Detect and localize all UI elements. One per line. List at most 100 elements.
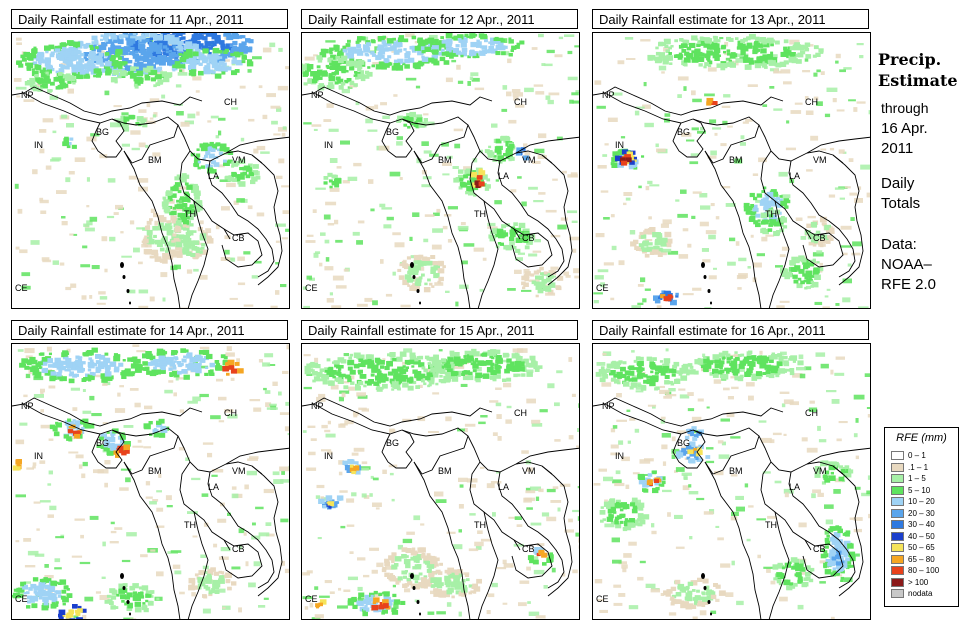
legend-label: 1 – 5 (908, 474, 926, 483)
country-label-ch: CH (805, 97, 818, 107)
side-data-line3: RFE 2.0 (881, 276, 937, 293)
country-label-cb: CB (813, 544, 826, 554)
country-label-th: TH (765, 209, 777, 219)
legend-label: 40 – 50 (908, 531, 935, 541)
country-boundaries (593, 86, 870, 308)
country-boundaries (12, 86, 289, 308)
country-label-th: TH (765, 520, 777, 530)
country-label-bm: BM (148, 155, 162, 165)
legend-label: 0 – 1 (908, 451, 926, 460)
rainfall-clusters (595, 350, 856, 610)
panel-title: Daily Rainfall estimate for 14 Apr., 201… (11, 320, 288, 340)
rainfall-speckles (593, 37, 870, 308)
country-label-la: LA (208, 482, 220, 492)
side-date-line1: 16 Apr. (881, 120, 928, 137)
country-label-ce: CE (596, 283, 609, 293)
legend-swatch (891, 497, 904, 506)
rfe-legend: RFE (mm) 0 – 1 .1 – 1 1 – 5 5 – 10 10 – 20 20… (884, 427, 959, 607)
country-label-bm: BM (438, 466, 452, 476)
country-label-la: LA (208, 171, 220, 181)
panel-title: Daily Rainfall estimate for 11 Apr., 201… (11, 9, 288, 29)
country-boundaries (302, 397, 579, 619)
rainfall-field (12, 33, 289, 308)
country-boundaries (593, 397, 870, 619)
country-label-th: TH (184, 520, 196, 530)
side-through: through (881, 100, 929, 116)
panel-title: Daily Rainfall estimate for 13 Apr., 201… (592, 9, 869, 29)
rainfall-field (12, 344, 289, 619)
country-label-bm: BM (729, 466, 743, 476)
country-label-vm: VM (522, 466, 536, 476)
legend-label: 80 – 100 (908, 566, 940, 575)
panel-title: Daily Rainfall estimate for 15 Apr., 201… (301, 320, 578, 340)
legend-label: 20 – 30 (908, 508, 935, 518)
country-label-la: LA (789, 171, 801, 181)
country-label-bg: BG (677, 127, 691, 137)
country-label-th: TH (184, 209, 196, 219)
legend-swatch (891, 531, 904, 541)
panel-title: Daily Rainfall estimate for 16 Apr., 201… (592, 320, 869, 340)
rainfall-panel-16apr: Daily Rainfall estimate for 16 Apr., 201… (592, 320, 871, 620)
country-label-bm: BM (438, 155, 452, 165)
country-label-vm: VM (232, 155, 246, 165)
side-data-line2: NOAA– (881, 256, 932, 273)
country-label-ch: CH (224, 408, 237, 418)
rainfall-panel-15apr: Daily Rainfall estimate for 15 Apr., 201… (301, 320, 580, 620)
country-label-bm: BM (729, 155, 743, 165)
legend-swatch (891, 554, 904, 564)
country-boundaries (12, 397, 289, 619)
rainfall-map: NP IN BG CH BM VM LA TH CB CE (592, 343, 871, 620)
country-label-la: LA (498, 171, 510, 181)
legend-swatch (891, 520, 904, 529)
country-label-bg: BG (386, 127, 400, 137)
country-label-vm: VM (813, 466, 827, 476)
country-label-la: LA (498, 482, 510, 492)
rainfall-field (593, 33, 870, 308)
country-label-bg: BG (96, 127, 110, 137)
side-data-line1: Data: (881, 236, 917, 253)
country-label-th: TH (474, 209, 486, 219)
rainfall-clusters (302, 33, 564, 298)
legend-label: 10 – 20 (908, 497, 935, 506)
legend-label: 65 – 80 (908, 554, 935, 564)
rainfall-map: NP IN BG CH BM VM LA TH CB CE (11, 343, 290, 620)
legend-swatch (891, 543, 904, 552)
country-label-in: IN (324, 140, 333, 150)
rainfall-map: NP IN BG CH BM VM LA TH CB CE (592, 32, 871, 309)
country-label-th: TH (474, 520, 486, 530)
rainfall-clusters (16, 33, 261, 264)
country-label-np: NP (311, 90, 324, 100)
legend-swatch (891, 589, 904, 598)
country-label-in: IN (615, 451, 624, 461)
rainfall-panel-11apr: Daily Rainfall estimate for 11 Apr., 201… (11, 9, 290, 309)
rainfall-field (302, 33, 579, 308)
country-label-ce: CE (15, 594, 28, 604)
rainfall-map: NP IN BG CH BM VM LA TH CB CE (11, 32, 290, 309)
rainfall-clusters (12, 347, 244, 619)
country-label-ce: CE (305, 594, 318, 604)
rainfall-clusters (304, 348, 554, 617)
legend-swatch (891, 577, 904, 587)
country-label-ce: CE (15, 283, 28, 293)
rainfall-panel-12apr: Daily Rainfall estimate for 12 Apr., 201… (301, 9, 580, 309)
legend-swatch (891, 451, 904, 460)
legend-swatch (891, 462, 904, 472)
legend-label: .1 – 1 (908, 462, 929, 472)
rainfall-map: NP IN BG CH BM VM LA TH CB CE (301, 343, 580, 620)
country-label-cb: CB (522, 233, 535, 243)
country-label-np: NP (602, 90, 615, 100)
country-label-vm: VM (522, 155, 536, 165)
rainfall-map: NP IN BG CH BM VM LA TH CB CE (301, 32, 580, 309)
country-label-cb: CB (522, 544, 535, 554)
country-label-in: IN (615, 140, 624, 150)
legend-swatch (891, 485, 904, 495)
country-label-cb: CB (232, 233, 245, 243)
country-label-vm: VM (232, 466, 246, 476)
country-label-cb: CB (813, 233, 826, 243)
country-boundaries (302, 86, 579, 308)
country-label-np: NP (21, 90, 34, 100)
legend-label: 5 – 10 (908, 485, 931, 495)
country-label-ce: CE (305, 283, 318, 293)
panel-title: Daily Rainfall estimate for 12 Apr., 201… (301, 9, 578, 29)
country-label-bm: BM (148, 466, 162, 476)
